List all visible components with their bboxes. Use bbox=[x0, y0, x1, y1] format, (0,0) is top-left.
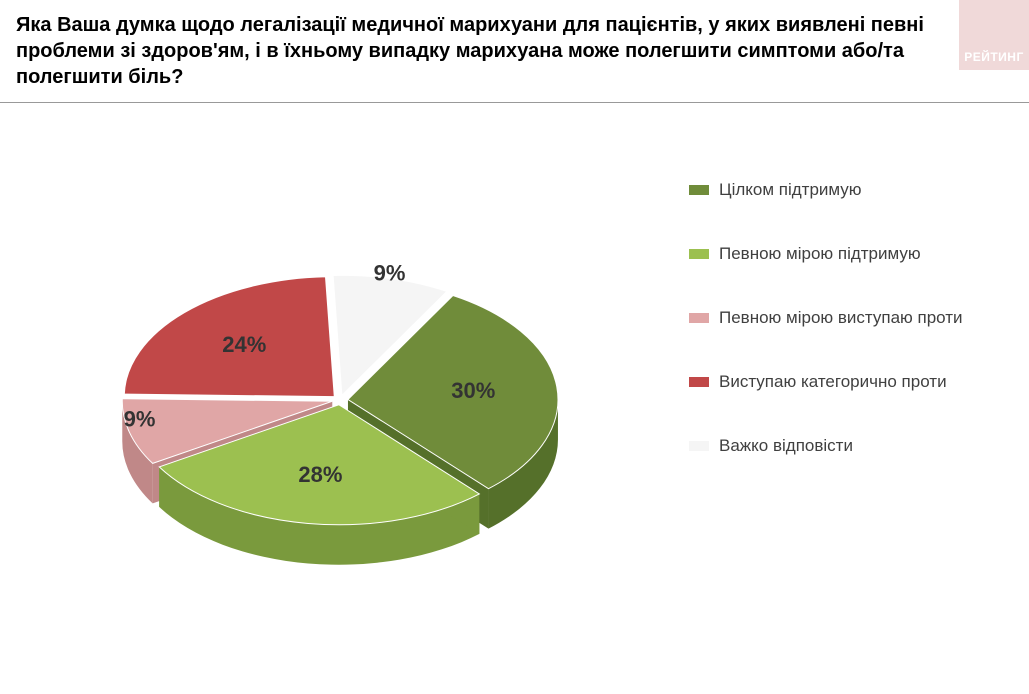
legend-swatch bbox=[689, 441, 709, 451]
header: Яка Ваша думка щодо легалізації медичної… bbox=[0, 0, 1029, 103]
legend-label: Цілком підтримую bbox=[719, 180, 862, 200]
slice-label: 9% bbox=[374, 260, 406, 285]
slice-label: 30% bbox=[451, 378, 495, 403]
legend-swatch bbox=[689, 377, 709, 387]
legend-item: Виступаю категорично проти bbox=[689, 372, 989, 392]
legend-label: Певною мірою виступаю проти bbox=[719, 308, 963, 328]
slice-label: 24% bbox=[222, 332, 266, 357]
legend-item: Цілком підтримую bbox=[689, 180, 989, 200]
legend-swatch bbox=[689, 313, 709, 323]
chart-title: Яка Ваша думка щодо легалізації медичної… bbox=[16, 12, 949, 90]
pie-svg: 30% 28% 9% 24% 9% bbox=[0, 110, 680, 670]
legend-item: Певною мірою підтримую bbox=[689, 244, 989, 264]
logo-text: РЕЙТИНГ bbox=[964, 50, 1024, 64]
legend-item: Певною мірою виступаю проти bbox=[689, 308, 989, 328]
legend-label: Важко відповісти bbox=[719, 436, 853, 456]
legend-label: Виступаю категорично проти bbox=[719, 372, 947, 392]
pie-chart: 30% 28% 9% 24% 9% bbox=[0, 110, 650, 670]
legend-swatch bbox=[689, 249, 709, 259]
logo-badge: РЕЙТИНГ bbox=[959, 0, 1029, 70]
legend-item: Важко відповісти bbox=[689, 436, 989, 456]
legend-swatch bbox=[689, 185, 709, 195]
legend-label: Певною мірою підтримую bbox=[719, 244, 921, 264]
slice-label: 9% bbox=[124, 407, 156, 432]
slice-label: 28% bbox=[298, 462, 342, 487]
legend: Цілком підтримую Певною мірою підтримую Пе… bbox=[689, 180, 989, 500]
